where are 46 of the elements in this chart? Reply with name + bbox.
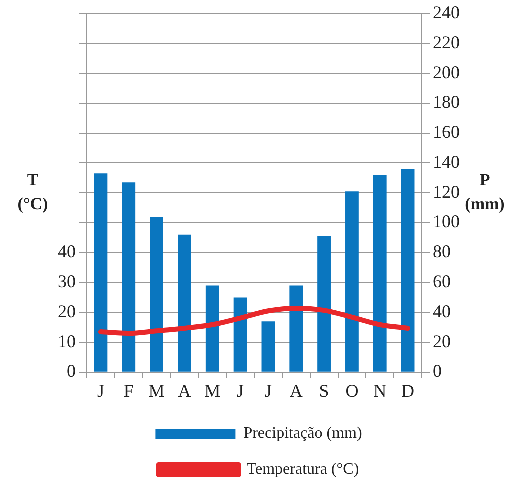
y2-tick-label: 180 xyxy=(433,92,460,112)
y2-tick-label: 20 xyxy=(433,331,451,352)
bar xyxy=(206,286,220,372)
x-tick-label: A xyxy=(178,380,192,401)
x-tick-label: J xyxy=(237,380,244,401)
y2-tick-label: 80 xyxy=(433,242,451,262)
x-tick-label: J xyxy=(264,380,272,401)
y2-tick-label: 40 xyxy=(433,301,451,322)
y2-tick-label: 160 xyxy=(433,122,460,142)
y2-tick-label: 120 xyxy=(433,182,460,202)
y2-tick-label: 140 xyxy=(433,152,460,172)
bar xyxy=(122,182,136,372)
y2-tick-label: 220 xyxy=(433,32,460,52)
x-tick-label: A xyxy=(290,380,303,401)
y-tick-label: 30 xyxy=(58,271,76,292)
x-tick-label: O xyxy=(346,380,359,401)
bar xyxy=(262,322,276,372)
y-tick-label: 0 xyxy=(67,361,76,382)
y2-tick-label: 0 xyxy=(433,361,442,382)
bar xyxy=(401,169,415,372)
bar xyxy=(373,175,387,372)
x-tick-label: J xyxy=(97,380,104,401)
bar xyxy=(346,192,359,372)
x-tick-label: N xyxy=(374,380,387,401)
y2-tick-label: 200 xyxy=(433,62,460,82)
y2-tick-label: 240 xyxy=(433,2,460,23)
legend-label: Temperatura (°C) xyxy=(246,461,360,478)
x-tick-label: S xyxy=(319,380,330,401)
bar xyxy=(234,298,248,372)
y-tick-label: 10 xyxy=(58,331,76,352)
y-tick-label: 20 xyxy=(58,301,76,322)
y-axis-title: T (°C) xyxy=(18,170,48,214)
bar xyxy=(94,174,108,372)
legend-label: Precipitação (mm) xyxy=(244,425,362,442)
y2-tick-label: 100 xyxy=(433,212,460,232)
x-tick-label: M xyxy=(204,380,221,401)
x-tick-label: D xyxy=(402,380,415,401)
bar xyxy=(318,236,331,372)
x-tick-label: F xyxy=(124,380,134,401)
bar xyxy=(290,286,304,372)
x-tick-label: M xyxy=(148,380,165,401)
y2-axis-title: P (mm) xyxy=(465,170,505,214)
bar xyxy=(150,217,164,372)
y2-tick-label: 60 xyxy=(433,271,451,292)
bar xyxy=(178,234,192,372)
y-tick-label: 40 xyxy=(58,242,76,262)
